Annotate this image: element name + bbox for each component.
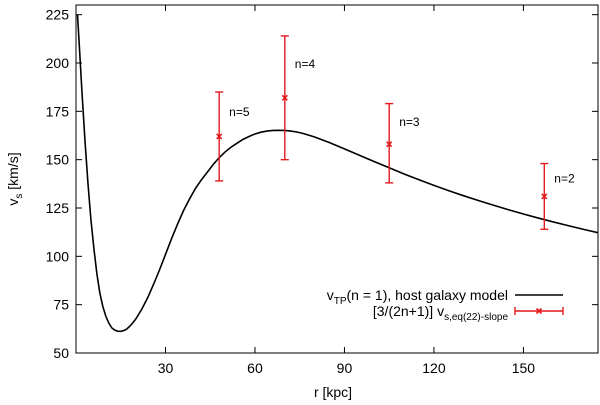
- y-tick-label: 175: [46, 103, 70, 119]
- ticks-group: 50 75 100 125 150 175 200 225 30 60 90 120 150: [46, 5, 598, 376]
- x-tick-label: 150: [512, 360, 536, 376]
- x-tick-label: 30: [158, 360, 174, 376]
- legend-entry-model-text: vTP(n = 1), host galaxy model: [327, 287, 508, 307]
- y-tick-label: 200: [46, 55, 70, 71]
- y-tick-label: 150: [46, 152, 70, 168]
- data-point-marker: [541, 193, 548, 200]
- data-point-marker: [281, 94, 288, 101]
- x-tick-label: 120: [422, 360, 446, 376]
- x-tick-label: 90: [337, 360, 353, 376]
- y-axis-label-main: v: [5, 199, 21, 206]
- model-curve-line: [76, 14, 598, 333]
- y-tick-label: 50: [53, 345, 69, 361]
- y-tick-label: 225: [46, 7, 70, 23]
- legend-entry-model-pre: v: [327, 287, 334, 303]
- plot-frame-group: [75, 4, 599, 354]
- legend: vTP(n = 1), host galaxy model [3/(2n+1)]…: [327, 287, 564, 323]
- data-point-marker-stroke-b: [386, 141, 393, 148]
- legend-marker-cross: [535, 307, 543, 315]
- plot-frame: [75, 4, 599, 354]
- data-point-n=5: n=5: [215, 91, 250, 182]
- data-point-label: n=3: [399, 115, 420, 129]
- legend-entry-data-text: [3/(2n+1)] vs,eq(22)-slope: [373, 303, 509, 323]
- points-group: n=5 n=4 n=3 n=2: [215, 35, 575, 230]
- x-axis-label: r [kpc]: [314, 384, 352, 400]
- legend-marker-cross-stroke-b: [535, 307, 543, 315]
- y-tick-label: 75: [53, 297, 69, 313]
- data-point-n=4: n=4: [280, 35, 316, 161]
- data-point-marker: [386, 141, 393, 148]
- x-tick-label: 60: [247, 360, 263, 376]
- y-tick-label: 125: [46, 200, 70, 216]
- legend-entry-data-pre: [3/(2n+1)] v: [373, 303, 444, 319]
- curve-group: [76, 14, 598, 333]
- data-point-n=2: n=2: [540, 162, 575, 230]
- data-point-marker: [216, 133, 223, 140]
- data-point-marker-stroke-b: [281, 94, 288, 101]
- data-point-label: n=2: [554, 171, 575, 185]
- legend-entry-data-sub: s,eq(22)-slope: [444, 312, 508, 323]
- y-tick-label: 100: [46, 248, 70, 264]
- data-point-label: n=5: [229, 105, 250, 119]
- legend-entry-model-sub: TP: [334, 296, 347, 307]
- legend-entry-data-marker: [514, 307, 564, 315]
- data-point-n=3: n=3: [385, 102, 420, 184]
- data-point-label: n=4: [295, 57, 316, 71]
- y-axis-label-sub: s: [14, 194, 25, 199]
- data-point-marker-stroke-b: [541, 193, 548, 200]
- data-point-marker-stroke-b: [216, 133, 223, 140]
- y-axis-label: vs [km/s]: [5, 152, 25, 205]
- y-axis-label-unit: [km/s]: [5, 152, 21, 193]
- legend-entry-model-post: (n = 1), host galaxy model: [347, 287, 508, 303]
